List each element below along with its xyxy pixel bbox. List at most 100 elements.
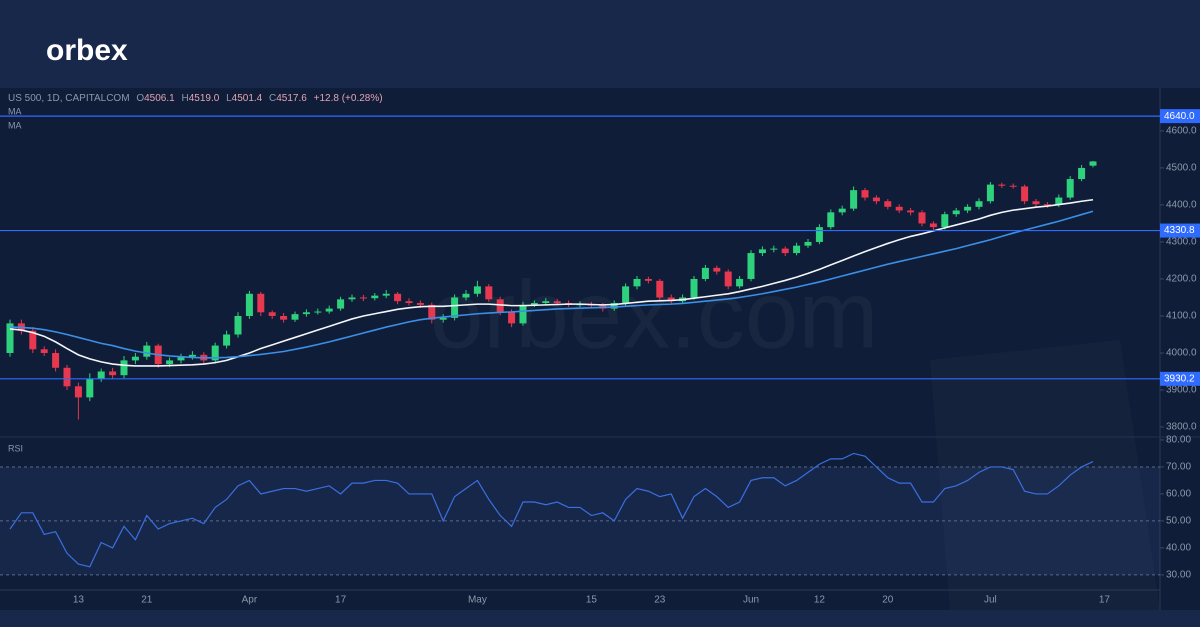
candle-body — [553, 301, 561, 304]
candle-body — [975, 201, 983, 207]
candle-body — [257, 293, 265, 313]
candle-body — [986, 184, 994, 202]
candle-body — [952, 210, 960, 215]
overlay-legend: MA — [8, 120, 22, 130]
candle-body — [177, 356, 185, 361]
plot: 13 21 Apr 17 May 15 23 Jun 12 20 Jul 17 4600.0 4500.0… — [0, 109, 1200, 606]
candle-body — [428, 304, 436, 320]
y-tick-label: 3900.0 — [1166, 385, 1197, 396]
y-tick-label: 40.00 — [1166, 543, 1191, 554]
candle-body — [382, 293, 390, 296]
legend-value: 4517.6 — [276, 93, 307, 104]
rsi-title: RSI — [8, 443, 23, 453]
legend-symbol: US 500, 1D, CAPITALCOM — [8, 93, 130, 104]
candle-body — [245, 293, 253, 316]
candle-body — [86, 378, 94, 398]
y-tick-label: 4200.0 — [1166, 274, 1197, 285]
y-tick-label: 4500.0 — [1166, 163, 1197, 174]
candle-body — [337, 299, 345, 309]
level-label-bg — [1160, 371, 1200, 386]
candle-body — [188, 354, 196, 357]
level-label-bg — [1160, 223, 1200, 238]
candle-body — [109, 371, 117, 376]
legend-value: 4519.0 — [189, 93, 220, 104]
candle-body — [758, 249, 766, 254]
candle-body — [519, 304, 527, 324]
y-tick-label: 30.00 — [1166, 570, 1191, 581]
x-tick-label: Apr — [242, 595, 258, 606]
legend-value: 4506.1 — [144, 93, 175, 104]
candle-body — [804, 241, 812, 246]
candle-body — [63, 367, 71, 387]
level-label: 3930.2 — [1164, 373, 1195, 384]
candle-body — [690, 278, 698, 298]
candle-body — [6, 323, 14, 353]
candle-body — [416, 303, 424, 305]
candle-body — [291, 314, 299, 320]
candle-body — [907, 210, 915, 213]
candle-body — [1009, 185, 1017, 187]
rsi-line — [9, 452, 1094, 568]
candle-body — [530, 303, 538, 305]
candle-body — [747, 253, 755, 279]
candle-body — [29, 330, 37, 350]
x-tick-label: Jul — [984, 595, 997, 606]
x-tick-label: 13 — [73, 595, 85, 606]
x-tick-label: 23 — [654, 595, 666, 606]
y-tick-label: 80.00 — [1166, 435, 1191, 446]
candle-body — [74, 386, 82, 398]
candle-body — [815, 227, 823, 242]
y-tick-label: 4400.0 — [1166, 200, 1197, 211]
x-tick-label: 21 — [141, 595, 153, 606]
y-tick-label: 3800.0 — [1166, 422, 1197, 433]
legend-key: O — [136, 93, 144, 104]
candle-body — [120, 360, 128, 376]
candle-body — [143, 345, 151, 357]
y-tick-label: 4100.0 — [1166, 311, 1197, 322]
moving-average — [9, 198, 1094, 367]
candle-body — [838, 208, 846, 213]
candle-body — [496, 299, 504, 313]
candle-body — [770, 248, 778, 250]
candle-body — [918, 212, 926, 224]
legend-value: 4501.4 — [232, 93, 263, 104]
candle-body — [52, 352, 60, 368]
candle-body — [131, 356, 139, 361]
candle-body — [359, 297, 367, 299]
candle-body — [280, 315, 288, 320]
candle-body — [371, 295, 379, 299]
candle-body — [736, 278, 744, 287]
legend-key: C — [269, 93, 276, 104]
candle-body — [644, 278, 652, 281]
candle-body — [1043, 204, 1051, 206]
candle-body — [724, 271, 732, 287]
y-tick-label: 4300.0 — [1166, 237, 1197, 248]
candle-body — [348, 297, 356, 300]
y-tick-label: 70.00 — [1166, 462, 1191, 473]
candle-body — [610, 303, 618, 309]
x-tick-label: 15 — [586, 595, 598, 606]
level-label: 4330.8 — [1164, 225, 1195, 236]
candle-body — [1078, 167, 1086, 180]
candle-body — [656, 280, 664, 298]
x-tick-label: May — [468, 595, 487, 606]
candle-body — [314, 311, 322, 313]
y-tick-label: 4600.0 — [1166, 126, 1197, 137]
candle-body — [473, 286, 481, 294]
overlay-legend: MA — [8, 106, 22, 116]
y-tick-label: 50.00 — [1166, 516, 1191, 527]
candle-body — [781, 248, 789, 254]
candle-body — [941, 214, 949, 228]
candle-body — [701, 267, 709, 279]
candle-body — [1055, 197, 1063, 205]
y-tick-label: 4000.0 — [1166, 348, 1197, 359]
candle-body — [394, 293, 402, 302]
candle-body — [895, 206, 903, 211]
candle-body — [850, 190, 858, 209]
candle-body — [439, 317, 447, 320]
legend-key: H — [181, 93, 188, 104]
moving-average — [9, 210, 1094, 359]
legend-change: +12.8 (+0.28%) — [314, 93, 383, 104]
